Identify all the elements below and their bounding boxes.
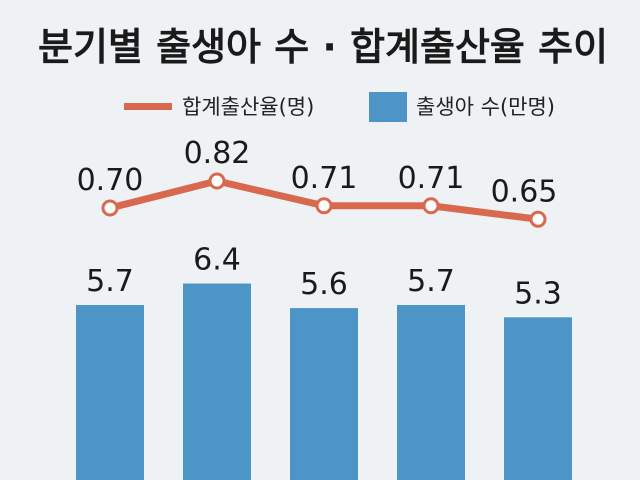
rate-label-3: 0.71 [291,161,358,196]
rate-label-5: 0.65 [491,174,558,209]
chart-title: 분기별 출생아 수 · 합계출산율 추이 [38,25,608,69]
bar-2 [183,283,251,480]
rate-label-4: 0.71 [398,161,465,196]
rate-point-4 [422,197,440,215]
line-series: 0.70 0.82 0.71 0.71 0.65 [77,136,558,228]
rate-point-3 [315,197,333,215]
bar-label-5: 5.3 [514,276,562,311]
legend-line-swatch [124,103,172,110]
bar-1 [76,305,144,480]
bar-label-4: 5.7 [407,264,455,299]
rate-point-5 [529,210,547,228]
bar-5 [504,317,572,480]
bar-label-1: 5.7 [86,264,134,299]
bar-3 [290,308,358,480]
bar-4 [397,305,465,480]
rate-label-1: 0.70 [77,163,144,198]
rate-point-1 [101,199,119,217]
bar-label-3: 5.6 [300,267,348,302]
legend-bar-swatch [369,92,407,122]
bar-series: 5.7 6.4 5.6 5.7 5.3 [76,243,572,480]
bar-label-2: 6.4 [193,243,241,278]
legend-bar-label: 출생아 수(만명) [416,95,555,119]
legend: 합계출산율(명) 출생아 수(만명) [124,92,555,122]
rate-point-2 [208,172,226,190]
legend-line-label: 합계출산율(명) [182,95,314,119]
rate-label-2: 0.82 [184,136,251,171]
